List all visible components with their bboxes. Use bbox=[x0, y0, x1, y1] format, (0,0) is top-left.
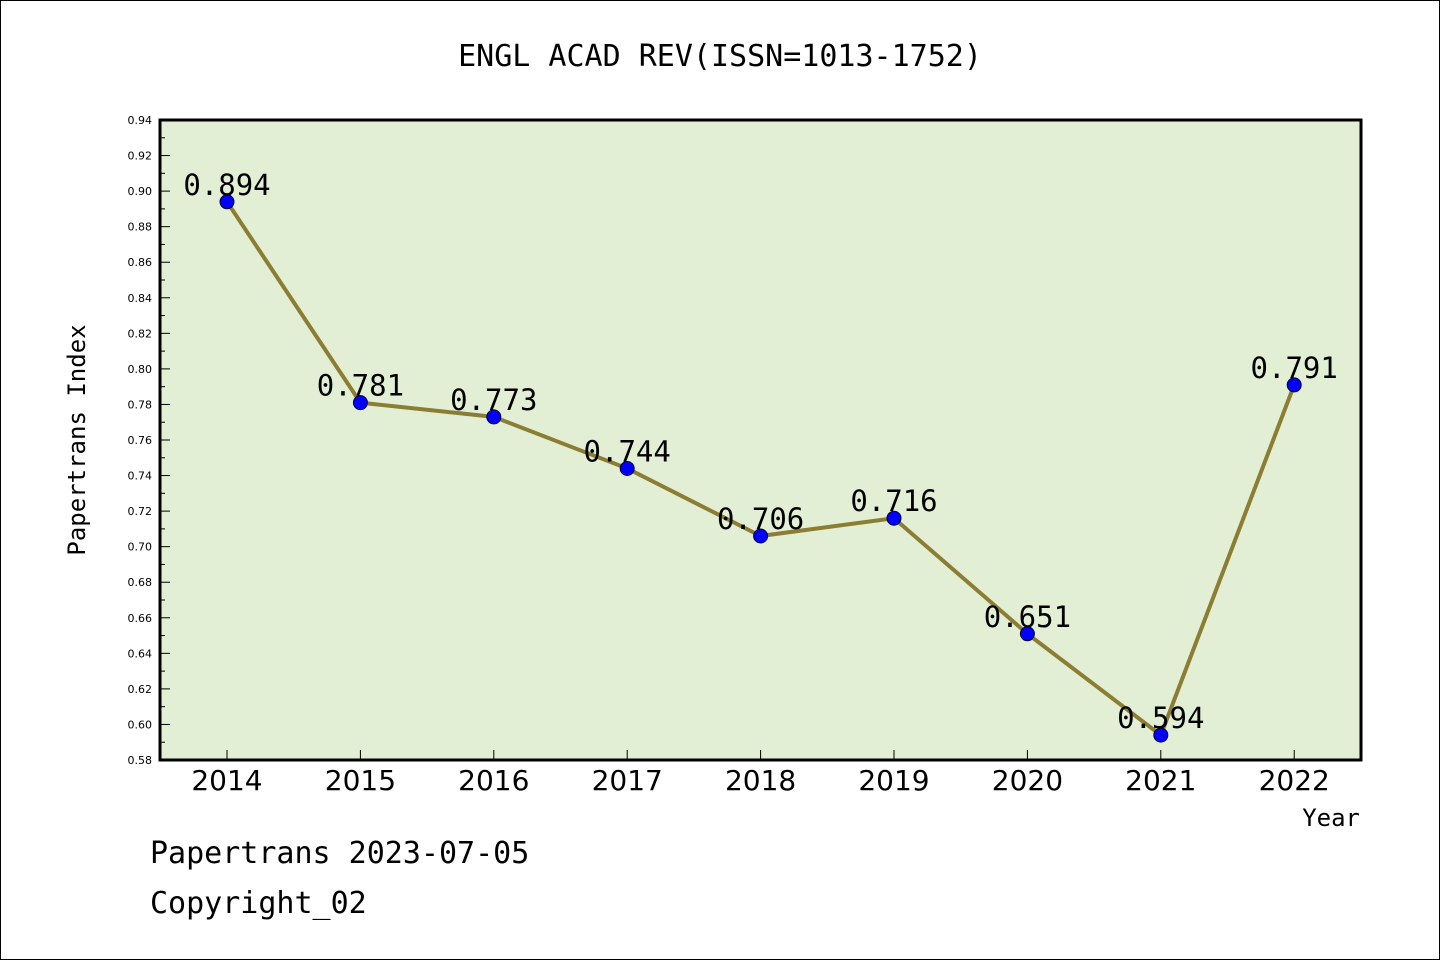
y-tick-label: 0.84 bbox=[128, 292, 153, 305]
chart-title: ENGL ACAD REV(ISSN=1013-1752) bbox=[458, 39, 982, 74]
y-tick-label: 0.76 bbox=[128, 434, 153, 447]
data-label: 0.744 bbox=[584, 434, 671, 468]
x-tick-label: 2015 bbox=[325, 764, 396, 797]
data-label: 0.773 bbox=[450, 383, 537, 417]
data-label: 0.791 bbox=[1251, 351, 1338, 385]
y-tick-label: 0.68 bbox=[128, 576, 153, 589]
data-label: 0.651 bbox=[984, 600, 1071, 634]
data-point bbox=[753, 528, 769, 544]
data-point bbox=[352, 395, 368, 411]
x-tick-label: 2014 bbox=[191, 764, 262, 797]
data-point bbox=[1153, 727, 1169, 743]
y-axis: 0.58 0.60 0.62 0.64 0.66 0.68 0.70 0.72 0.74 0.76… bbox=[128, 114, 170, 767]
y-tick-label: 0.86 bbox=[128, 256, 153, 269]
data-point bbox=[886, 510, 902, 526]
x-tick-label: 2017 bbox=[592, 764, 663, 797]
x-tick-label: 2021 bbox=[1125, 764, 1196, 797]
y-axis-label: Papertrans Index bbox=[63, 324, 91, 555]
footer-date: Papertrans 2023-07-05 bbox=[150, 836, 530, 871]
y-tick-label: 0.58 bbox=[128, 754, 153, 767]
y-tick-label: 0.60 bbox=[128, 718, 153, 731]
y-tick-label: 0.80 bbox=[128, 363, 153, 376]
data-label: 0.594 bbox=[1117, 701, 1204, 735]
y-tick-label: 0.66 bbox=[128, 612, 153, 625]
y-tick-label: 0.90 bbox=[128, 185, 153, 198]
x-tick-label: 2022 bbox=[1259, 764, 1330, 797]
x-tick-label: 2018 bbox=[725, 764, 796, 797]
data-label: 0.706 bbox=[717, 502, 804, 536]
y-tick-label: 0.74 bbox=[128, 470, 153, 483]
x-tick-label: 2019 bbox=[858, 764, 929, 797]
series-layer: 0.894 0.781 0.773 0.744 0.706 0.716 0.651 0.594… bbox=[183, 168, 1338, 743]
y-tick-label: 0.62 bbox=[128, 683, 153, 696]
data-label: 0.894 bbox=[183, 168, 270, 202]
y-tick-label: 0.94 bbox=[128, 114, 153, 127]
data-label: 0.716 bbox=[850, 484, 937, 518]
y-tick-label: 0.70 bbox=[128, 541, 153, 554]
data-point bbox=[1286, 377, 1302, 393]
x-axis: 2014 2015 2016 2017 2018 2019 2020 2021 2022 bbox=[191, 750, 1330, 797]
data-point bbox=[219, 194, 235, 210]
y-tick-label: 0.72 bbox=[128, 505, 153, 518]
y-tick-label: 0.82 bbox=[128, 327, 153, 340]
y-tick-label: 0.88 bbox=[128, 221, 153, 234]
data-point bbox=[486, 409, 502, 425]
x-tick-label: 2016 bbox=[458, 764, 529, 797]
data-label: 0.781 bbox=[317, 369, 404, 403]
footer-copyright: Copyright_02 bbox=[150, 886, 367, 921]
y-tick-label: 0.78 bbox=[128, 398, 153, 411]
y-tick-label: 0.92 bbox=[128, 150, 153, 163]
data-point bbox=[1019, 626, 1035, 642]
x-axis-label: Year bbox=[1302, 804, 1360, 832]
x-tick-label: 2020 bbox=[992, 764, 1063, 797]
plot-area bbox=[158, 118, 1363, 762]
data-point bbox=[619, 460, 635, 476]
y-tick-label: 0.64 bbox=[128, 647, 153, 660]
